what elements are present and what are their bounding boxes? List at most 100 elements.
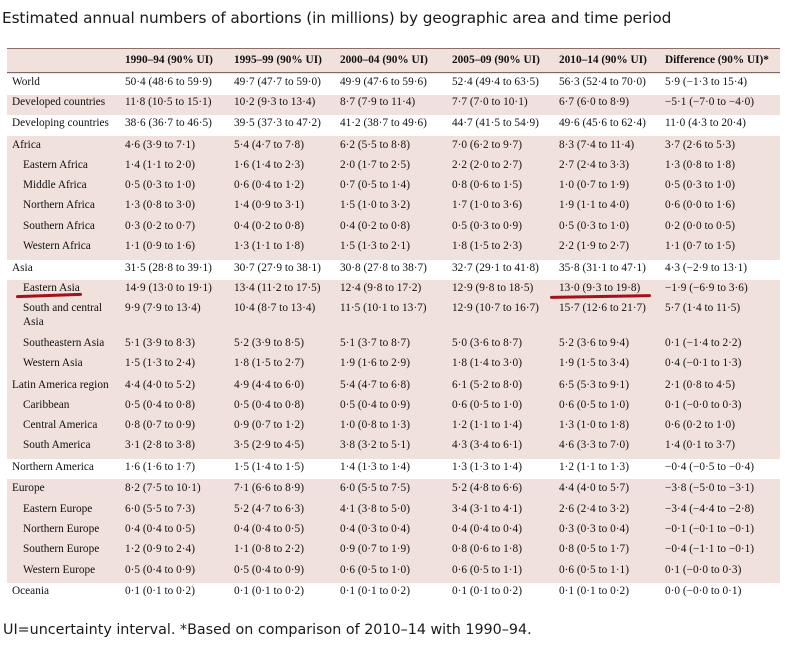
table-cell: 3·5 (2·9 to 4·5) [234,439,304,451]
table-cell: 0·4 (0·2 to 0·8) [234,220,304,232]
table-row: Southeastern Asia 5·1 (3·9 to 8·3) 5·2 (3·… [7,335,780,355]
region-label: Northern Europe [23,523,100,535]
table-row: Middle Africa 0·5 (0·3 to 1·0) 0·6 (0·4 to… [7,177,780,197]
table-cell: 1·8 (1·5 to 2·7) [234,357,304,369]
table-cell: 1·5 (1·3 to 2·1) [340,240,410,252]
table-header-row: 1990–94 (90% UI) 1995–99 (90% UI) 2000–0… [7,49,780,73]
region-label: Europe [12,482,45,494]
table-cell: 0·1 (−1·4 to 2·2) [665,337,742,349]
table-cell: 4·4 (4·0 to 5·2) [125,379,195,391]
region-label: Africa [12,139,41,151]
table-cell: 49·6 (45·6 to 62·4) [559,117,646,129]
table-cell: 49·9 (47·6 to 59·6) [340,76,427,88]
table-cell: 30·8 (27·8 to 38·7) [340,262,427,274]
table-cell: 3·4 (3·1 to 4·1) [452,503,522,515]
table-cell: 6·0 (5·5 to 7·3) [125,503,195,515]
table-cell: 1·2 (1·1 to 1·3) [559,461,629,473]
table-cell: 1·1 (0·9 to 1·6) [125,240,195,252]
table-cell: 0·1 (0·1 to 0·2) [234,585,304,597]
table-cell: 1·1 (0·7 to 1·5) [665,240,735,252]
table-row: Eastern Europe 6·0 (5·5 to 7·3) 5·2 (4·7 t… [7,501,780,521]
table-cell: 0·4 (0·4 to 0·5) [234,523,304,535]
table-cell: 0·4 (0·4 to 0·4) [452,523,522,535]
table-cell: 2·2 (1·9 to 2·7) [559,240,629,252]
table-cell: 0·1 (0·1 to 0·2) [340,585,410,597]
table-cell: 1·3 (1·0 to 1·8) [559,419,629,431]
table-row: Oceania 0·1 (0·1 to 0·2) 0·1 (0·1 to 0·2) 0… [7,583,780,603]
table-row: Northern Europe 0·4 (0·4 to 0·5) 0·4 (0·4 … [7,521,780,541]
table-row: Caribbean 0·5 (0·4 to 0·8) 0·5 (0·4 to 0·8… [7,397,780,417]
table-footnote: UI=uncertainty interval. *Based on compa… [3,622,532,638]
table-cell: 0·6 (0·5 to 1·1) [452,564,522,576]
table-cell: 4·1 (3·8 to 5·0) [340,503,410,515]
region-label: Southern Europe [23,543,100,555]
table-cell: 0·1 (−0·0 to 0·3) [665,399,742,411]
table-cell: 38·6 (36·7 to 46·5) [125,117,212,129]
region-label: Southeastern Asia [23,337,105,349]
table-cell: 0·4 (0·3 to 0·4) [340,523,410,535]
table-cell: 1·5 (1·0 to 3·2) [340,199,410,211]
region-label: Eastern Africa [23,159,88,171]
table-cell: 11·5 (10·1 to 13·7) [340,302,427,314]
table-cell: 10·2 (9·3 to 13·4) [234,96,316,108]
table-cell: 1·1 (0·8 to 2·2) [234,543,304,555]
region-label: Developed countries [12,96,106,108]
table-cell: 13·4 (11·2 to 17·5) [234,282,321,294]
table-row: Northern America 1·6 (1·6 to 1·7) 1·5 (1·4… [7,459,780,479]
table-cell: 0·5 (0·3 to 0·9) [452,220,522,232]
table-cell: −0·1 (−0·1 to −0·1) [665,523,755,535]
table-cell: 0·6 (0·5 to 1·1) [559,564,629,576]
table-cell: 5·2 (3·9 to 8·5) [234,337,304,349]
region-label: Western Asia [23,357,83,369]
region-label: Western Africa [23,240,91,252]
table-cell: 15·7 (12·6 to 21·7) [559,302,646,314]
table-cell: 6·5 (5·3 to 9·1) [559,379,629,391]
table-cell: 4·6 (3·3 to 7·0) [559,439,629,451]
table-cell: 44·7 (41·5 to 54·9) [452,117,539,129]
region-label: Middle Africa [23,179,87,191]
table-cell: 0·5 (0·3 to 1·0) [125,179,195,191]
table-row: Southern Europe 1·2 (0·9 to 2·4) 1·1 (0·8 … [7,541,780,562]
table-cell: 2·7 (2·4 to 3·3) [559,159,629,171]
table-cell: 0·6 (0·5 to 1·0) [340,564,410,576]
table-cell: 1·8 (1·4 to 3·0) [452,357,522,369]
table-cell: 52·4 (49·4 to 63·5) [452,76,539,88]
table-row: Western Asia 1·5 (1·3 to 2·4) 1·8 (1·5 to … [7,355,780,376]
table-cell: 1·7 (1·0 to 3·6) [452,199,522,211]
header-1995-99: 1995–99 (90% UI) [234,54,322,66]
table-cell: 2·0 (1·7 to 2·5) [340,159,410,171]
table-row: Africa 4·6 (3·9 to 7·1) 5·4 (4·7 to 7·8) 6·… [7,137,780,157]
region-label: South and central Asia [23,302,103,328]
header-2000-04: 2000–04 (90% UI) [340,54,428,66]
table-cell: 0·5 (0·4 to 0·9) [234,564,304,576]
table-row: Eastern Africa 1·4 (1·1 to 2·0) 1·6 (1·4 t… [7,157,780,177]
table-cell: −0·4 (−1·1 to −0·1) [665,543,755,555]
table-cell: 1·5 (1·4 to 1·5) [234,461,304,473]
table-cell: 0·5 (0·4 to 0·8) [234,399,304,411]
table-cell: 0·5 (0·4 to 0·9) [125,564,195,576]
table-cell: −1·9 (−6·9 to 3·6) [665,282,748,294]
table-row: Latin America region 4·4 (4·0 to 5·2) 4·9 … [7,377,780,397]
table-cell: 9·9 (7·9 to 13·4) [125,302,201,314]
table-cell: 0·3 (0·2 to 0·7) [125,220,195,232]
region-label: Southern Africa [23,220,95,232]
table-cell: 32·7 (29·1 to 41·8) [452,262,539,274]
table-cell: 5·4 (4·7 to 7·8) [234,139,304,151]
table-cell: 0·4 (0·2 to 0·8) [340,220,410,232]
table-cell: 0·5 (0·4 to 0·8) [125,399,195,411]
table-cell: 14·9 (13·0 to 19·1) [125,282,212,294]
table-cell: 0·5 (0·3 to 1·0) [559,220,629,232]
table-cell: 0·1 (0·1 to 0·2) [125,585,195,597]
table-cell: 5·2 (4·7 to 6·3) [234,503,304,515]
table-cell: 2·6 (2·4 to 3·2) [559,503,629,515]
abortion-estimates-table: 1990–94 (90% UI) 1995–99 (90% UI) 2000–0… [7,48,780,603]
table-cell: 0·9 (0·7 to 1·9) [340,543,410,555]
table-cell: 6·2 (5·5 to 8·8) [340,139,410,151]
table-row: Developing countries 38·6 (36·7 to 46·5) 3… [7,115,780,136]
table-cell: 41·2 (38·7 to 49·6) [340,117,427,129]
table-cell: 3·7 (2·6 to 5·3) [665,139,735,151]
table-cell: 0·6 (0·0 to 1·6) [665,199,735,211]
table-cell: 8·7 (7·9 to 11·4) [340,96,416,108]
table-row: Europe 8·2 (7·5 to 10·1) 7·1 (6·6 to 8·9) 6… [7,480,780,501]
table-cell: 1·3 (1·3 to 1·4) [452,461,522,473]
